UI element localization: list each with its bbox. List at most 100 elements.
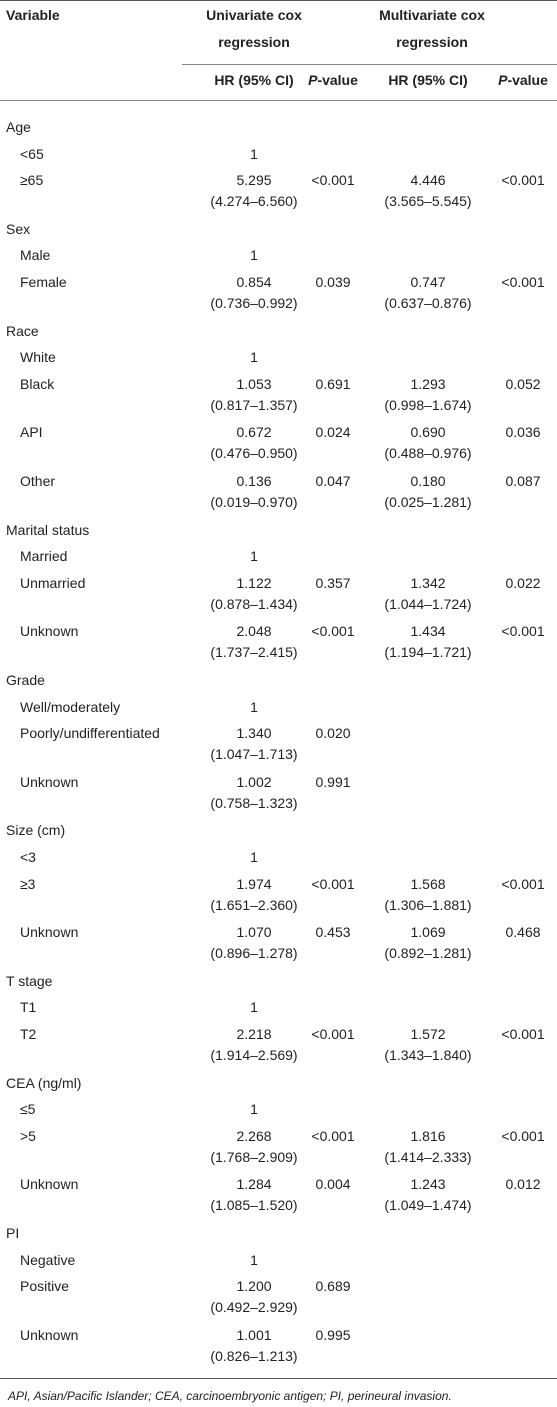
multi-hr: 0.180: [410, 473, 446, 489]
multi-hr: 1.572: [410, 1026, 446, 1042]
uni-hr: 2.268: [236, 1127, 272, 1144]
uni-hr: 0.854: [236, 274, 272, 290]
multi-p: 0.022: [505, 574, 541, 591]
uni-p: <0.001: [311, 172, 355, 189]
multi-hr: 0.747: [410, 274, 446, 290]
multi-ci: (1.343–1.840): [384, 1047, 472, 1063]
uni-ci: (0.758–1.323): [210, 794, 298, 811]
uni-hr: 1: [250, 849, 258, 865]
group-label: Size (cm): [6, 822, 66, 839]
group-label: Grade: [6, 672, 45, 688]
uni-hr: 1: [250, 1251, 258, 1268]
row-label: Poorly/undifferentiated: [20, 725, 160, 742]
multi-p: <0.001: [501, 1127, 545, 1144]
multi-hr: 1.069: [410, 924, 446, 941]
rule: [0, 100, 557, 101]
uni-hr: 1.122: [236, 574, 272, 591]
row-label: White: [20, 349, 56, 366]
multi-ci: (3.565–5.545): [384, 193, 472, 210]
row-label: Well/moderately: [20, 698, 121, 715]
uni-ci: (0.817–1.357): [210, 396, 298, 413]
multi-hr: 1.243: [410, 1176, 446, 1193]
multi-ci: (1.414–2.333): [384, 1148, 472, 1165]
uni-ci: (0.476–0.950): [210, 445, 298, 462]
uni-p: 0.024: [315, 424, 351, 441]
uni-hr: 2.218: [236, 1026, 272, 1042]
row-label: Positive: [20, 1278, 70, 1295]
uni-hr: 1.284: [236, 1176, 272, 1193]
multi-ci: (0.998–1.674): [384, 396, 472, 413]
uni-p: 0.995: [315, 1326, 351, 1343]
row-label: <3: [20, 849, 36, 865]
uni-p: <0.001: [311, 1127, 355, 1144]
uni-hr: 1.974: [236, 875, 272, 892]
uni-ci: (1.768–2.909): [210, 1148, 298, 1165]
multi-p: 0.036: [505, 424, 541, 441]
multi-ci: (0.637–0.876): [384, 295, 472, 311]
uni-ci: (0.826–1.213): [210, 1347, 298, 1364]
multi-p: <0.001: [501, 172, 545, 189]
p-rest: -value: [317, 72, 358, 88]
row-label: Negative: [20, 1251, 76, 1268]
multi-ci: (0.892–1.281): [384, 945, 472, 962]
uni-ci: (0.492–2.929): [210, 1299, 298, 1316]
group-label: Sex: [6, 220, 31, 237]
uni-p: 0.453: [315, 924, 351, 941]
multi-hr: 1.816: [410, 1127, 446, 1144]
row-label: API: [20, 424, 43, 441]
uni-p: 0.691: [315, 375, 351, 392]
multi-ci: (1.044–1.724): [384, 595, 472, 612]
group-label: Age: [6, 119, 31, 135]
uni-p: 0.047: [315, 473, 351, 489]
uni-p: 0.020: [315, 725, 351, 742]
multi-hr: 1.342: [410, 574, 446, 591]
multi-hr: 1.568: [410, 875, 446, 892]
uni-hr: 1: [250, 145, 258, 162]
header-p: P-value: [498, 70, 548, 90]
header-variable: Variable: [6, 7, 60, 23]
multi-ci: (0.488–0.976): [384, 445, 472, 462]
multi-ci: (1.306–1.881): [384, 896, 472, 913]
p-italic: P: [308, 72, 318, 88]
uni-hr: 1: [250, 999, 258, 1016]
multi-p: <0.001: [501, 1026, 545, 1042]
multi-hr: 1.434: [410, 623, 446, 640]
row-label: Male: [20, 247, 51, 264]
p-rest: -value: [507, 72, 548, 88]
row-label: Unknown: [20, 623, 79, 640]
uni-hr: 1.002: [236, 773, 272, 790]
uni-ci: (0.878–1.434): [210, 595, 298, 612]
uni-hr: 1.053: [236, 375, 272, 392]
uni-hr: 0.136: [236, 473, 272, 489]
row-label: Unknown: [20, 1326, 79, 1343]
uni-hr: 1: [250, 349, 258, 366]
header-multivariate: Multivariate cox regression: [379, 7, 485, 50]
uni-p: <0.001: [311, 875, 355, 892]
group-label: T stage: [6, 972, 53, 989]
row-label: Black: [20, 375, 55, 392]
uni-ci: (0.019–0.970): [210, 494, 298, 510]
multi-p: <0.001: [501, 274, 545, 290]
row-label: Unknown: [20, 924, 79, 941]
multi-ci: (1.194–1.721): [384, 644, 472, 661]
uni-hr: 2.048: [236, 623, 272, 640]
uni-p: <0.001: [311, 1026, 355, 1042]
uni-hr: 5.295: [236, 172, 272, 189]
uni-hr: 1.200: [236, 1278, 272, 1295]
row-label: <65: [20, 145, 44, 162]
uni-hr: 1: [250, 247, 258, 264]
multi-p: <0.001: [501, 875, 545, 892]
group-label: PI: [6, 1225, 20, 1241]
row-label: T2: [20, 1026, 37, 1042]
multi-p: <0.001: [501, 623, 545, 640]
header-hr: HR (95% CI): [214, 72, 294, 88]
uni-hr: 0.672: [236, 424, 272, 441]
uni-hr: 1.340: [236, 725, 272, 742]
uni-p: <0.001: [311, 623, 355, 640]
row-label: Unknown: [20, 773, 79, 790]
uni-ci: (1.914–2.569): [210, 1047, 298, 1063]
row-label: Other: [20, 473, 56, 489]
uni-ci: (1.085–1.520): [210, 1197, 298, 1214]
multi-p: 0.052: [505, 375, 541, 392]
